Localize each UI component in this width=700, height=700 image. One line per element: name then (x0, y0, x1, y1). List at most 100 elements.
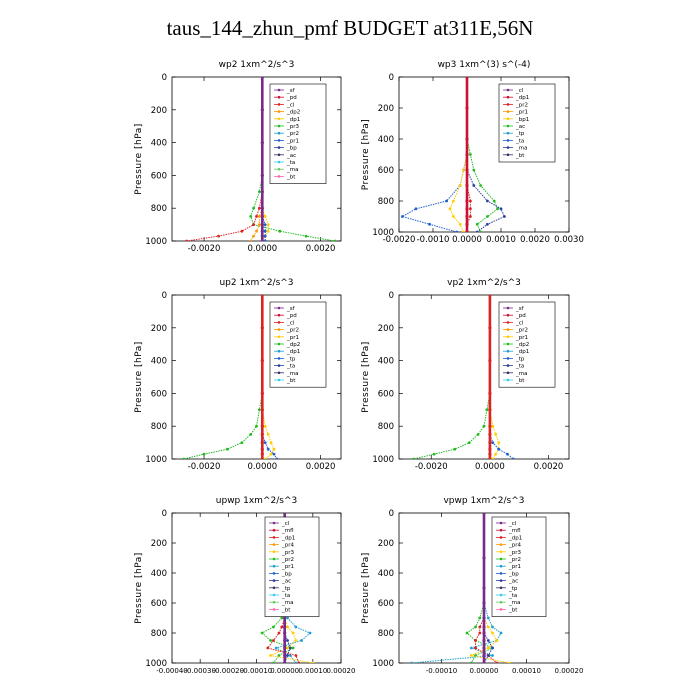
data-point (482, 616, 486, 620)
data-point (252, 206, 256, 210)
data-point (280, 616, 284, 620)
panel-title: up2 1xm^2/s^3 (219, 278, 293, 288)
y-tick-label: 200 (378, 104, 394, 114)
data-point (297, 661, 301, 663)
data-point (266, 223, 270, 227)
data-point (478, 616, 482, 620)
data-point (482, 513, 486, 515)
data-point (494, 452, 498, 456)
data-point (491, 654, 494, 657)
data-point (286, 654, 289, 657)
x-tick-label: 0.00000 (270, 667, 299, 675)
legend-marker (277, 349, 281, 353)
x-tick-label: 0.00010 (298, 667, 327, 675)
data-point (260, 214, 264, 218)
data-point (508, 661, 511, 663)
legend-label: _bt (281, 607, 291, 613)
data-point (486, 222, 489, 226)
data-point (269, 441, 273, 444)
data-point (499, 207, 503, 211)
data-point (469, 153, 472, 156)
data-point (202, 452, 206, 456)
series-line-ta (466, 77, 506, 232)
legend-label: _pr2 (286, 131, 299, 137)
data-point (269, 639, 272, 642)
legend-marker (277, 131, 281, 135)
data-point (260, 457, 264, 459)
data-point (263, 215, 267, 218)
data-point (286, 616, 289, 620)
legend-label: _sf (515, 306, 525, 312)
data-point (263, 457, 267, 459)
legend-marker (272, 579, 276, 582)
x-tick-label: -0.00030 (184, 667, 215, 675)
legend-marker (277, 335, 281, 339)
data-point (492, 199, 496, 203)
data-point (479, 230, 482, 232)
data-point (499, 631, 503, 635)
legend-label: _cl (286, 320, 295, 326)
data-point (260, 424, 264, 428)
data-point (491, 646, 494, 650)
data-point (491, 424, 495, 428)
legend-label: _mfl (508, 528, 521, 534)
legend-marker (277, 139, 281, 142)
x-tick-label: -0.00010 (426, 667, 457, 675)
data-point (260, 239, 264, 241)
legend-marker (506, 153, 510, 157)
legend-label: _ta (515, 138, 524, 144)
data-point (294, 639, 298, 642)
legend-marker (277, 378, 281, 382)
data-point (465, 230, 469, 232)
panel-title: vp2 1xm^2/s^3 (447, 278, 521, 288)
data-point (488, 447, 492, 451)
legend-marker (506, 139, 510, 142)
legend-label: _cl (515, 88, 524, 94)
data-point (272, 625, 275, 629)
data-point (182, 457, 186, 459)
y-tick-label: 400 (151, 569, 167, 579)
x-tick-label: 0.00010 (512, 667, 541, 675)
legend-marker (506, 110, 510, 113)
series-line-bp (250, 77, 336, 241)
legend-marker (277, 146, 281, 149)
figure-title: taus_144_zhun_pmf BUDGET at311E,56N (166, 16, 534, 40)
chart-panel-5: upwp 1xm^2/s^3 Pressure [hPa] 0 200 400 600 80… (134, 496, 355, 675)
x-tick-label: -0.0020 (188, 244, 221, 254)
legend-label: _ma (515, 146, 527, 152)
data-point (485, 408, 489, 412)
data-point (240, 229, 244, 233)
legend-marker (277, 328, 281, 331)
data-point (472, 168, 476, 172)
data-point (486, 215, 489, 218)
plot-area (412, 295, 515, 459)
data-point (465, 222, 469, 226)
y-tick-label: 600 (151, 171, 167, 181)
plot-frame (171, 294, 342, 460)
data-point (511, 457, 515, 459)
data-point (291, 646, 295, 650)
data-point (274, 646, 278, 650)
data-point (272, 452, 276, 456)
y-axis-label: Pressure [hPa] (361, 119, 371, 191)
legend-marker (506, 378, 510, 382)
legend-label: _pr1 (508, 564, 521, 570)
legend-marker (499, 557, 503, 561)
data-point (260, 452, 264, 456)
plot-frame (398, 294, 570, 460)
data-point (465, 207, 469, 211)
data-point (260, 631, 264, 635)
data-point (475, 230, 479, 232)
legend-marker (506, 306, 510, 310)
legend-label: _pr3 (286, 124, 300, 130)
data-point (486, 616, 490, 620)
legend-marker (277, 371, 281, 375)
legend-marker (277, 313, 281, 317)
legend-marker (272, 572, 276, 575)
y-axis-label: Pressure [hPa] (361, 341, 371, 413)
data-point (482, 653, 486, 658)
legend-marker (277, 175, 281, 178)
x-tick-label: 0.0020 (520, 235, 550, 245)
y-axis-label: Pressure [hPa] (134, 123, 144, 195)
plot-area (185, 77, 337, 241)
